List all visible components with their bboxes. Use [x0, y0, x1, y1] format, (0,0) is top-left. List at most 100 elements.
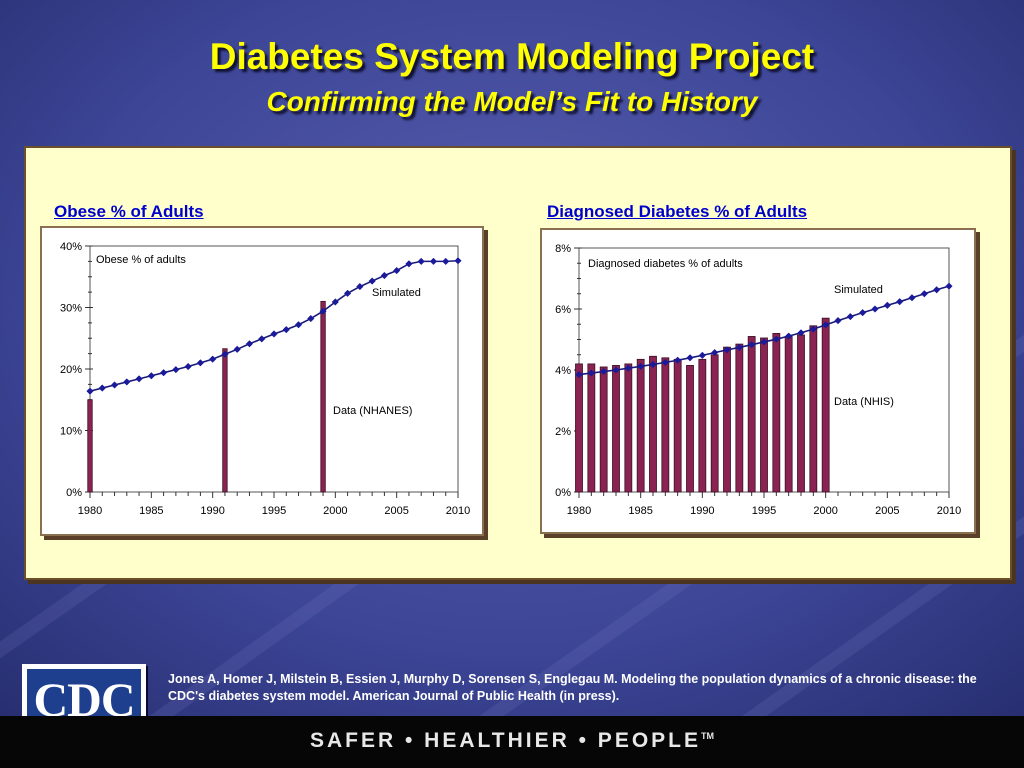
diabetes-data-bar — [797, 334, 805, 493]
slide-title: Diabetes System Modeling Project — [209, 36, 815, 77]
diabetes-x-tick-label: 2000 — [813, 505, 837, 517]
obesity-data-bar — [222, 348, 228, 493]
obesity-simulated-point — [429, 257, 438, 266]
obesity-data-bar — [87, 399, 93, 493]
diabetes-data-bar — [575, 363, 583, 493]
obesity-simulated-point — [393, 266, 401, 275]
obesity-simulated-point — [442, 257, 450, 266]
citation-text: Jones A, Homer J, Milstein B, Essien J, … — [168, 672, 977, 703]
diabetes-chart-svg: 0% 2% 4% 6% 8% 1980 1985 1990 1995 2000 2005 2010 Di… — [555, 243, 961, 517]
obesity-simulated-point — [417, 257, 425, 266]
obesity-simulated-point — [147, 372, 155, 380]
obesity-chart-heading[interactable]: Obese % of Adults — [54, 202, 204, 221]
obesity-simulated-point — [270, 330, 278, 338]
diabetes-data-bar — [760, 337, 768, 493]
diabetes-chart: 0% 2% 4% 6% 8% 1980 1985 1990 1995 2000 2005 2010 Di… — [540, 228, 976, 534]
diabetes-x-tick-label: 1985 — [628, 505, 652, 517]
diabetes-data-bar — [649, 355, 657, 493]
diabetes-data-bar — [784, 336, 793, 493]
diabetes-data-bar — [821, 317, 830, 493]
diabetes-simulated-point — [883, 301, 891, 309]
diabetes-simulated-point — [933, 286, 941, 294]
diabetes-simulated-point — [711, 348, 719, 357]
diabetes-data-bar — [698, 358, 707, 493]
diabetes-simulated-point — [945, 282, 953, 290]
obesity-simulated-point — [294, 321, 303, 329]
diabetes-simulated-point — [896, 298, 904, 306]
obesity-simulated-point — [405, 260, 413, 268]
diabetes-simulated-point — [587, 369, 595, 377]
diabetes-x-tick-label: 1995 — [752, 505, 776, 517]
obesity-y-tick-label: 10% — [60, 426, 82, 438]
diabetes-simulated-point — [661, 358, 669, 367]
trademark: TM — [701, 731, 714, 741]
obesity-simulated-label: Simulated — [372, 287, 421, 299]
diabetes-data-bar — [747, 336, 756, 493]
obesity-simulated-point — [159, 369, 168, 377]
diabetes-y-tick-label: 0% — [555, 487, 571, 499]
diabetes-x-tick-label: 2010 — [937, 505, 961, 517]
slogan-text: SAFER • HEALTHIER • PEOPLE — [309, 729, 701, 752]
obesity-chart-svg: 0% 10% 20% 30% 40% 1980 1985 1990 1995 2000 2005 20… — [60, 241, 470, 517]
diabetes-simulated-point — [637, 362, 645, 370]
obesity-data-label: Data (NHANES) — [333, 405, 412, 417]
obesity-simulated-point — [172, 365, 180, 374]
diabetes-simulated-point — [797, 329, 805, 337]
diabetes-simulated-point — [772, 335, 780, 343]
diabetes-simulated-point — [834, 316, 842, 325]
diabetes-simulated-point — [649, 360, 657, 369]
obesity-x-tick-label: 2000 — [323, 505, 347, 517]
obesity-x-tick-label: 2005 — [384, 505, 408, 517]
obesity-simulated-point — [245, 340, 254, 348]
diabetes-data-bar — [723, 346, 731, 493]
obesity-y-tick-label: 0% — [66, 487, 82, 499]
diabetes-data-label: Data (NHIS) — [834, 396, 894, 408]
obesity-x-tick-label: 1995 — [262, 505, 286, 517]
diabetes-simulated-point — [748, 341, 756, 349]
diabetes-simulated-point — [674, 356, 682, 364]
diabetes-simulated-point — [698, 351, 706, 360]
diabetes-simulated-point — [760, 338, 768, 346]
obesity-simulated-point — [282, 325, 290, 334]
obesity-x-tick-label: 1985 — [139, 505, 163, 517]
obesity-simulated-point — [110, 381, 119, 389]
obesity-simulated-point — [319, 307, 327, 315]
diabetes-simulated-point — [785, 332, 793, 340]
diabetes-simulated-point — [612, 366, 620, 374]
obesity-simulated-point — [343, 289, 352, 298]
obesity-inner-title: Obese % of adults — [96, 254, 186, 266]
obesity-simulated-point — [356, 282, 364, 291]
obesity-simulated-point — [258, 335, 266, 343]
diabetes-simulated-point — [600, 367, 608, 376]
diabetes-data-bar — [735, 343, 744, 493]
diabetes-simulated-point — [908, 294, 916, 302]
obesity-plot-area — [89, 245, 459, 493]
diabetes-simulated-point — [809, 325, 817, 333]
diabetes-simulated-point — [686, 354, 694, 362]
diabetes-y-tick-label: 2% — [555, 426, 571, 438]
diabetes-simulated-point — [920, 290, 928, 298]
obesity-y-tick-label: 30% — [60, 303, 82, 315]
diabetes-data-bar — [587, 363, 596, 493]
diabetes-data-bar — [686, 365, 694, 493]
diabetes-data-bar — [772, 333, 781, 493]
obesity-x-tick-label: 2010 — [446, 505, 470, 517]
obesity-simulated-point — [233, 345, 241, 353]
diabetes-chart-heading[interactable]: Diagnosed Diabetes % of Adults — [547, 202, 808, 221]
obesity-simulated-point — [307, 314, 315, 323]
diabetes-simulated-point — [575, 370, 583, 379]
footer-slogan: SAFER • HEALTHIER • PEOPLETM — [0, 729, 1024, 753]
obesity-simulated-point — [98, 384, 106, 392]
obesity-data-bar — [320, 300, 326, 493]
diabetes-x-tick-label: 1990 — [690, 505, 714, 517]
obesity-simulated-point — [221, 350, 229, 358]
diabetes-y-tick-label: 4% — [555, 365, 571, 377]
diabetes-data-bar — [612, 365, 620, 493]
obesity-simulated-point — [454, 257, 462, 265]
diabetes-data-bar — [636, 358, 645, 493]
diabetes-simulated-point — [871, 305, 879, 313]
diabetes-simulated-point — [735, 343, 743, 352]
obesity-simulated-point — [380, 271, 389, 280]
obesity-simulated-point — [331, 298, 339, 306]
obesity-simulated-point — [123, 378, 131, 386]
